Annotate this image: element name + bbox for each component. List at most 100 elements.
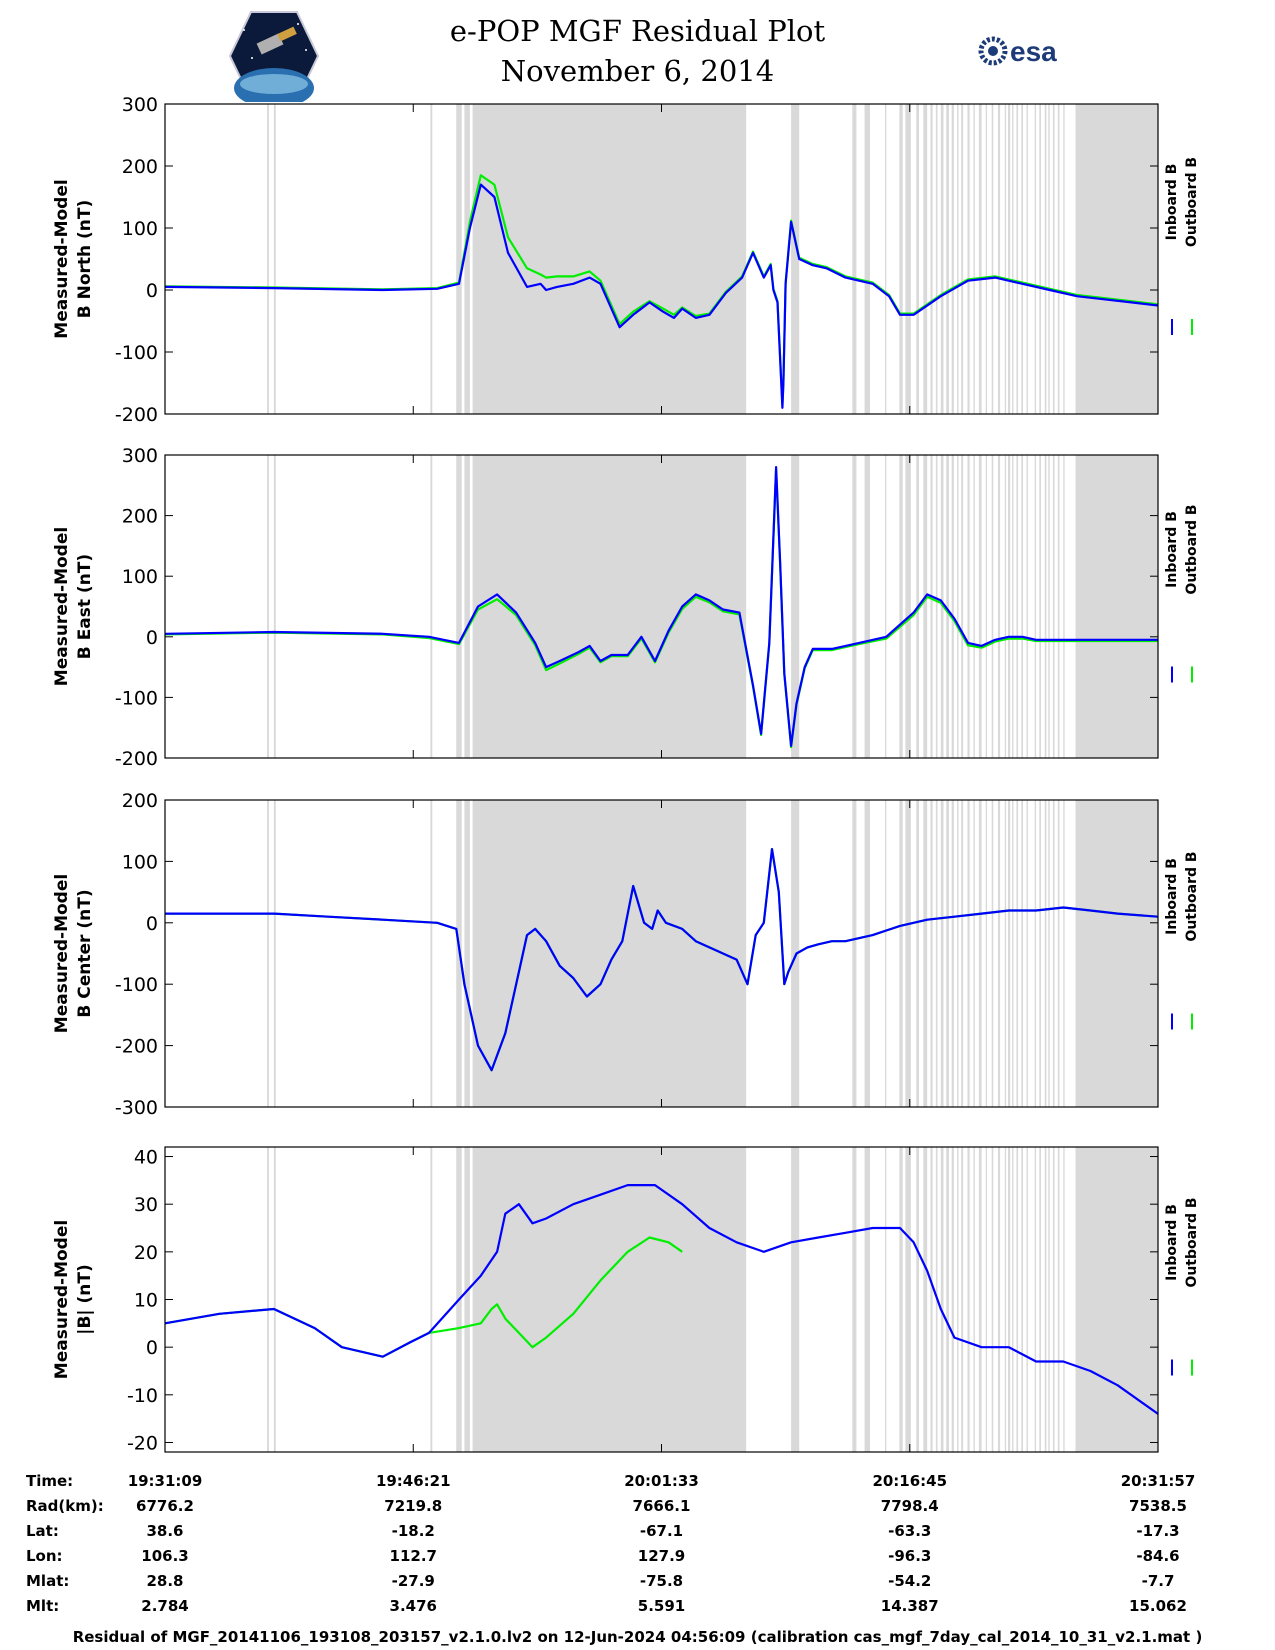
panel3-shade-5 (472, 800, 747, 1107)
panel2-shade-26 (997, 455, 1001, 758)
panel2-shade-4 (464, 455, 470, 758)
panel3-shade-40 (1075, 800, 1158, 1107)
panel1-shade-10 (899, 104, 903, 414)
panel4-shade-18 (951, 1147, 954, 1452)
panel2-shade-10 (899, 455, 903, 758)
panel1-ytick-label: 200 (122, 156, 158, 178)
panel4-shade-6 (791, 1147, 800, 1452)
panel1-ytick-label: 100 (122, 218, 158, 240)
panel1-shade-38 (1057, 104, 1060, 414)
panel3-shade-25 (991, 800, 994, 1107)
panel1-shade-12 (916, 104, 920, 414)
panel4-shade-38 (1057, 1147, 1060, 1452)
panel1-series-inboard (164, 183, 1159, 409)
table-cell: -17.3 (1136, 1522, 1180, 1540)
panel1-ytick-label: 0 (146, 280, 158, 302)
panel1-shade-29 (1012, 104, 1014, 414)
panel3-shade-16 (940, 800, 944, 1107)
panel4-shade-39 (1063, 1147, 1065, 1452)
panel3-ytick-label: 100 (122, 851, 158, 873)
panel1-shade-22 (973, 104, 975, 414)
panel1-shade-35 (1044, 104, 1047, 414)
table-cell: 20:16:45 (872, 1472, 948, 1490)
panel4-ytick-label: -10 (127, 1385, 158, 1407)
panel1-shade-30 (1016, 104, 1019, 414)
table-cell: 19:46:21 (375, 1472, 451, 1490)
panel2-ylabel-line1: Measured-Model (52, 527, 72, 686)
cassiope-logo (228, 11, 320, 102)
panel3-ytick-label: -100 (115, 974, 158, 996)
chart-title: e-POP MGF Residual Plot (449, 14, 826, 48)
panel2-shade-13 (923, 455, 928, 758)
panel3-shade-7 (852, 800, 857, 1107)
panel3-shade-32 (1026, 800, 1028, 1107)
panel4-shade-4 (464, 1147, 470, 1452)
panel4-shade-33 (1034, 1147, 1037, 1452)
panel2-shade-27 (1004, 455, 1007, 758)
panel3-shade-27 (1004, 800, 1007, 1107)
panel1-shade-33 (1034, 104, 1037, 414)
panel1-shade-25 (991, 104, 994, 414)
panel3-shade-17 (946, 800, 949, 1107)
panel1-shade-21 (967, 104, 970, 414)
panel2-shade-35 (1044, 455, 1047, 758)
table-cell: 7219.8 (384, 1497, 443, 1515)
table-row-label: Mlat: (26, 1572, 70, 1590)
panel2-shade-28 (1008, 455, 1011, 758)
panel2-ytick-label: 200 (122, 506, 158, 528)
panel2-shade-37 (1052, 455, 1055, 758)
panel1-shade-19 (957, 104, 959, 414)
panel3-shade-23 (978, 800, 982, 1107)
panel1-ylabel-line2: B North (nT) (75, 200, 95, 319)
panel3-shade-1 (273, 800, 276, 1107)
panel3-shade-20 (961, 800, 964, 1107)
panel2-shade-15 (935, 455, 938, 758)
panel1-shade-31 (1021, 104, 1023, 414)
panel4-shade-23 (978, 1147, 982, 1452)
panel4-shade-21 (967, 1147, 970, 1452)
table-cell: -63.3 (888, 1522, 932, 1540)
panel4-shade-7 (852, 1147, 857, 1452)
panel2-shade-7 (852, 455, 857, 758)
panel2-shade-24 (985, 455, 988, 758)
panel4-shade-36 (1048, 1147, 1050, 1452)
table-cell: 106.3 (141, 1547, 189, 1565)
table-cell: 15.062 (1129, 1597, 1187, 1615)
panel4-shade-11 (905, 1147, 911, 1452)
table-cell: 20:01:33 (624, 1472, 699, 1490)
panel2-shade-31 (1021, 455, 1023, 758)
panel4-shade-10 (899, 1147, 903, 1452)
panel1-shade-16 (940, 104, 944, 414)
panel3-series-inboard (165, 847, 1159, 1072)
panel4-shade-19 (957, 1147, 959, 1452)
panel4-ytick-label: 30 (134, 1194, 158, 1216)
panel3-shade-2 (430, 800, 433, 1107)
panel2-shade-36 (1048, 455, 1050, 758)
panel4-shade-8 (864, 1147, 871, 1452)
panel2-shade-3 (456, 455, 462, 758)
panel3-ylabel-line2: B Center (nT) (75, 889, 95, 1017)
panel2-shade-29 (1012, 455, 1014, 758)
panel3-shade-12 (916, 800, 920, 1107)
panel4-shade-20 (961, 1147, 964, 1452)
panel2-series-inboard (164, 466, 1158, 748)
panel1-shade-32 (1026, 104, 1028, 414)
table-cell: 28.8 (146, 1572, 184, 1590)
table-cell: -84.6 (1136, 1547, 1180, 1565)
panel1-shade-28 (1008, 104, 1011, 414)
panel2-shade-9 (884, 455, 887, 758)
panel3-shade-21 (967, 800, 970, 1107)
panel4-legend-outboard: Outboard B (1184, 1197, 1200, 1287)
panel2-shade-33 (1034, 455, 1037, 758)
table-cell: 38.6 (146, 1522, 184, 1540)
table-row-label: Lat: (26, 1522, 59, 1540)
table-cell: 5.591 (637, 1597, 686, 1615)
panel1-shade-14 (930, 104, 933, 414)
panel3-shade-0 (267, 800, 269, 1107)
panel1-shade-26 (997, 104, 1001, 414)
panel4-shade-26 (997, 1147, 1001, 1452)
table-row-label: Lon: (26, 1547, 63, 1565)
panel1-shade-37 (1052, 104, 1055, 414)
panel2-ytick-label: 100 (122, 566, 158, 588)
